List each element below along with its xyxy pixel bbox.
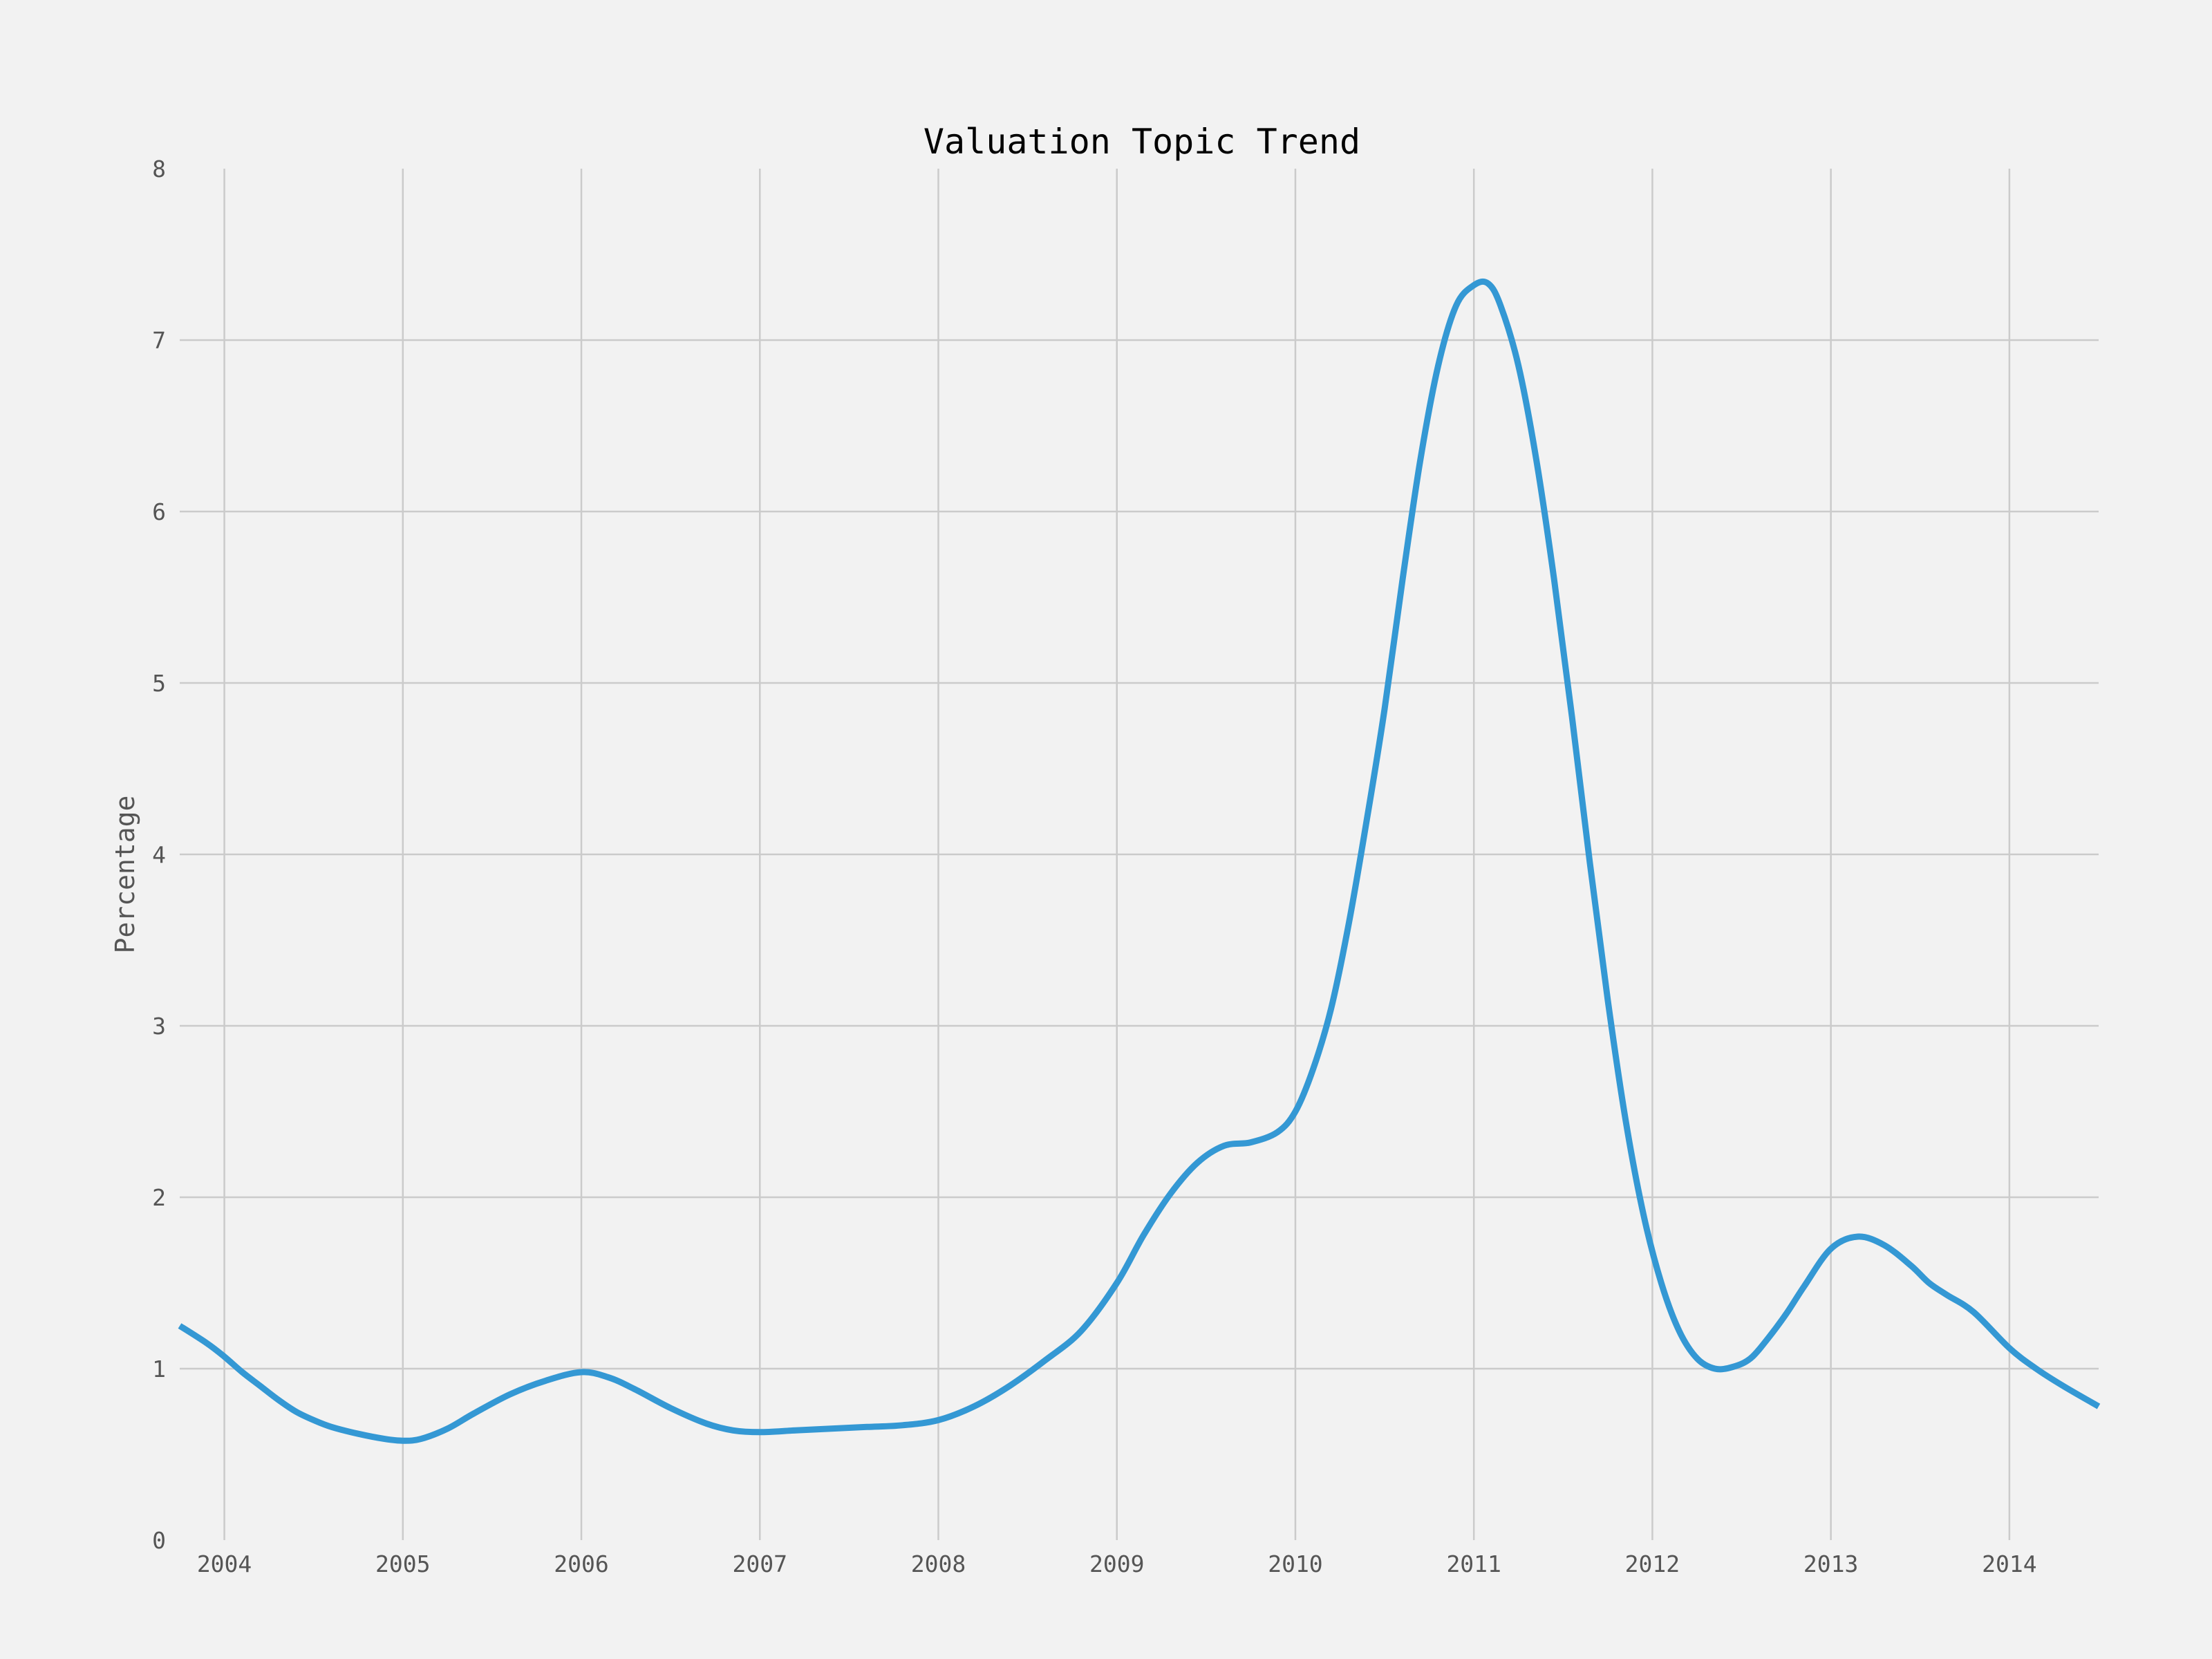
y-tick-label: 7	[152, 327, 166, 354]
y-tick-label: 2	[152, 1184, 166, 1211]
x-tick-label: 2012	[1625, 1550, 1680, 1577]
y-tick-label: 3	[152, 1013, 166, 1040]
y-tick-label: 5	[152, 670, 166, 697]
x-tick-label: 2014	[1982, 1550, 2036, 1577]
y-tick-label: 4	[152, 841, 166, 868]
y-tick-labels: 0 1 2 3 4 5 6 7 8	[152, 156, 166, 1554]
x-tick-label: 2006	[554, 1550, 608, 1577]
x-tick-label: 2008	[911, 1550, 966, 1577]
chart-title: Valuation Topic Trend	[924, 122, 1360, 162]
x-tick-label: 2013	[1803, 1550, 1858, 1577]
y-tick-label: 0	[152, 1527, 166, 1554]
y-tick-label: 8	[152, 156, 166, 182]
x-tick-label: 2007	[733, 1550, 787, 1577]
x-tick-label: 2011	[1446, 1550, 1501, 1577]
series-layer	[178, 278, 2101, 1444]
y-tick-label: 1	[152, 1356, 166, 1382]
x-tick-label: 2004	[197, 1550, 252, 1577]
x-tick-label: 2005	[375, 1550, 430, 1577]
y-tick-label: 6	[152, 498, 166, 525]
x-tick-label: 2010	[1268, 1550, 1322, 1577]
series-line	[178, 278, 2101, 1444]
y-gridlines	[180, 339, 2099, 1370]
x-tick-label: 2009	[1089, 1550, 1144, 1577]
y-axis-label: Percentage	[110, 796, 140, 954]
x-tick-labels: 2004 2005 2006 2007 2008 2009 2010 2011 2012 2013…	[197, 1550, 2037, 1577]
